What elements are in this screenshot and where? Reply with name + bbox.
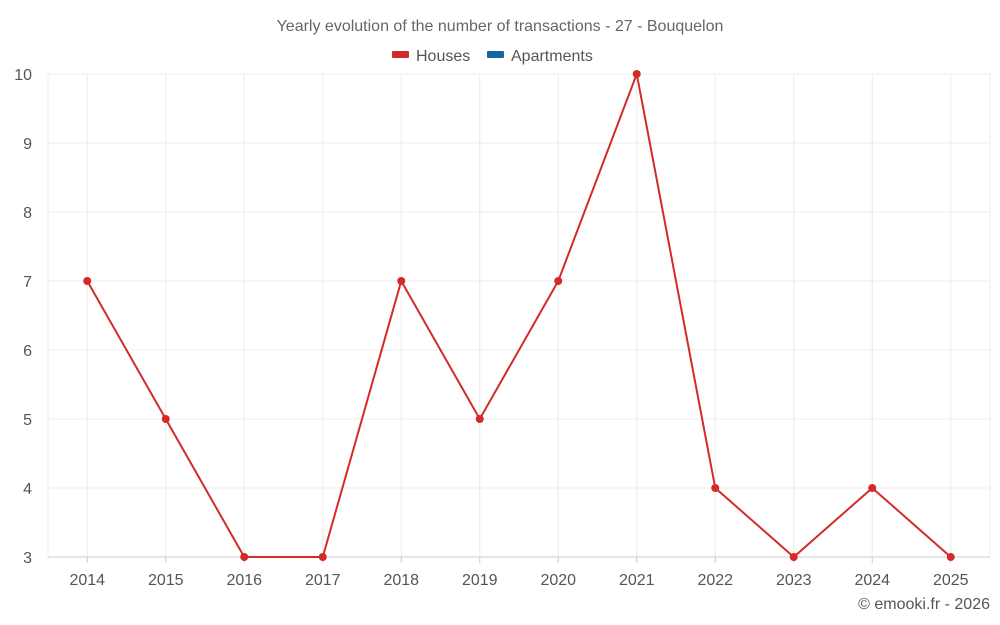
- legend[interactable]: Houses Apartments: [392, 48, 593, 65]
- x-tick-label: 2015: [148, 572, 184, 589]
- data-point-houses[interactable]: [554, 277, 563, 285]
- data-point-houses[interactable]: [868, 484, 877, 492]
- x-tick-label: 2025: [933, 572, 969, 589]
- data-point-houses[interactable]: [475, 415, 484, 423]
- data-point-houses[interactable]: [397, 277, 406, 285]
- x-tick-label: 2019: [462, 572, 498, 589]
- y-tick-label: 10: [14, 67, 32, 84]
- data-point-houses[interactable]: [946, 553, 955, 561]
- data-point-houses[interactable]: [632, 70, 641, 78]
- legend-swatch-apartments: [487, 51, 504, 58]
- x-tick-label: 2024: [854, 572, 890, 589]
- chart-title: Yearly evolution of the number of transa…: [277, 18, 724, 35]
- y-tick-label: 8: [23, 205, 32, 222]
- data-point-houses[interactable]: [318, 553, 327, 561]
- data-points: [83, 70, 955, 561]
- y-tick-label: 4: [23, 481, 32, 498]
- grid: [47, 73, 991, 557]
- x-tick-label: 2016: [226, 572, 262, 589]
- series-line-houses: [86, 73, 952, 558]
- data-point-houses[interactable]: [83, 277, 92, 285]
- y-tick-label: 3: [23, 550, 32, 567]
- x-tick-label: 2017: [305, 572, 341, 589]
- y-tick-label: 9: [23, 136, 32, 153]
- y-axis-ticks: 3 4 5 6 7 8 9 10: [14, 67, 32, 567]
- legend-label-apartments[interactable]: Apartments: [511, 48, 593, 65]
- y-tick-label: 5: [23, 412, 32, 429]
- legend-item-apartments[interactable]: Apartments: [487, 48, 593, 65]
- axes: [48, 556, 990, 563]
- x-tick-label: 2021: [619, 572, 655, 589]
- x-tick-label: 2022: [697, 572, 733, 589]
- series: [86, 73, 952, 558]
- x-axis-ticks: 2014 2015 2016 2017 2018 2019 2020 2021 2022 2023…: [69, 572, 968, 589]
- x-tick-label: 2014: [69, 572, 105, 589]
- data-point-houses[interactable]: [711, 484, 720, 492]
- legend-swatch-houses: [392, 51, 409, 58]
- y-tick-label: 6: [23, 343, 32, 360]
- data-point-houses[interactable]: [240, 553, 249, 561]
- x-tick-label: 2018: [383, 572, 419, 589]
- data-point-houses[interactable]: [789, 553, 798, 561]
- footer-credit: © emooki.fr - 2026: [858, 596, 990, 613]
- y-tick-label: 7: [23, 274, 32, 291]
- x-tick-label: 2023: [776, 572, 812, 589]
- data-point-houses[interactable]: [161, 415, 170, 423]
- x-tick-label: 2020: [540, 572, 576, 589]
- legend-label-houses[interactable]: Houses: [416, 48, 470, 65]
- legend-item-houses[interactable]: Houses: [392, 48, 470, 65]
